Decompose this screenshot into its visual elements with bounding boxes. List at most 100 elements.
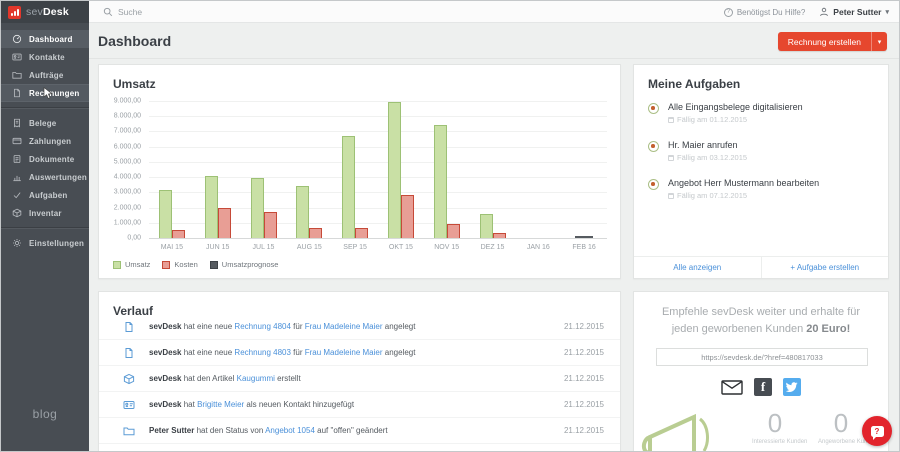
referral-url-field[interactable] xyxy=(656,348,868,366)
task-row[interactable]: Alle Eingangsbelege digitalisieren Fällig… xyxy=(634,97,888,135)
help-link[interactable]: ? Benötigst Du Hilfe? xyxy=(723,7,806,17)
create-task-link[interactable]: + Aufgabe erstellen xyxy=(760,257,889,278)
bar-umsatz-DEZ-15 xyxy=(479,213,493,238)
activity-link[interactable]: Frau Madeleine Maier xyxy=(304,348,383,357)
x-axis-tick: JUN 15 xyxy=(206,244,230,251)
y-axis-tick: 0,00 xyxy=(127,234,141,242)
y-axis-tick: 3.000,00 xyxy=(113,188,141,196)
payments-icon xyxy=(12,137,22,145)
x-axis-tick: DEZ 15 xyxy=(480,244,505,251)
bar-kosten-OKT-15 xyxy=(400,194,414,238)
bar-umsatz-NOV-15 xyxy=(433,124,447,238)
activity-row: sevDesk hat Brigitte Meier als neuen Kon… xyxy=(99,392,620,418)
gear-icon xyxy=(13,239,21,247)
bar-umsatz-SEP-15 xyxy=(342,136,356,238)
calendar-icon xyxy=(668,116,674,123)
tasks-card: Meine Aufgaben Alle Eingangsbelege digit… xyxy=(633,64,889,279)
legend-item-umsatz: Umsatz xyxy=(113,260,150,269)
x-axis-tick: JAN 16 xyxy=(526,244,550,251)
show-all-tasks-link[interactable]: Alle anzeigen xyxy=(673,263,722,272)
referral-card: Empfehle sevDesk weiter und erhalte für … xyxy=(633,291,889,451)
sidebar-blog-link[interactable]: blog xyxy=(32,407,58,421)
activity-link[interactable]: Rechnung 4803 xyxy=(234,348,291,357)
task-title: Hr. Maier anrufen xyxy=(668,140,738,150)
activity-date: 21.12.2015 xyxy=(563,400,604,409)
contacts-icon xyxy=(12,53,22,61)
email-share-icon[interactable] xyxy=(721,379,743,395)
bar-umsatz-JUL-15 xyxy=(250,177,264,238)
activity-row: Peter Sutter hat den Status von Angebot … xyxy=(99,418,620,444)
activity-date: 21.12.2015 xyxy=(563,348,604,357)
legend-swatch-icon xyxy=(209,260,218,269)
legend-swatch-icon xyxy=(162,260,171,269)
mouse-cursor-icon xyxy=(43,87,53,99)
activity-feed-card: Verlauf sevDesk hat eine neue Rechnung 4… xyxy=(98,291,621,451)
activity-text: sevDesk hat Brigitte Meier als neuen Kon… xyxy=(149,400,355,409)
activity-link[interactable]: Brigitte Meier xyxy=(197,400,245,409)
umsatzprognose-mark-FEB-16 xyxy=(575,235,594,238)
sidebar-item-inventar[interactable]: Inventar xyxy=(1,204,89,222)
task-title: Alle Eingangsbelege digitalisieren xyxy=(668,102,803,112)
bar-umsatz-OKT-15 xyxy=(387,101,401,238)
task-due-date: Fällig am 01.12.2015 xyxy=(668,115,803,124)
x-axis-tick: AUG 15 xyxy=(296,244,322,251)
task-due-date: Fällig am 07.12.2015 xyxy=(668,191,819,200)
revenue-chart-card: Umsatz 0,00 1.000,00 2.000,00 3.000,00 4.000… xyxy=(98,64,621,279)
bar-kosten-JUL-15 xyxy=(263,212,277,238)
idcard-icon xyxy=(123,400,135,409)
bar-kosten-SEP-15 xyxy=(355,228,369,238)
task-status-icon[interactable] xyxy=(648,141,659,152)
user-menu[interactable]: Peter Sutter ▾ xyxy=(819,7,889,17)
folder-icon xyxy=(12,72,22,79)
gridline xyxy=(149,207,607,209)
sidebar-item-dashboard[interactable]: Dashboard xyxy=(1,30,89,48)
top-bar: ? Benötigst Du Hilfe? Peter Sutter ▾ xyxy=(1,1,899,23)
create-invoice-caret-icon[interactable]: ▾ xyxy=(871,32,887,51)
sidebar-item-belege[interactable]: Belege xyxy=(1,114,89,132)
facebook-share-icon[interactable]: f xyxy=(754,378,772,396)
activity-link[interactable]: Kaugummi xyxy=(236,374,275,383)
chart-title: Umsatz xyxy=(113,77,156,91)
create-invoice-button[interactable]: Rechnung erstellen ▾ xyxy=(777,32,887,51)
bar-kosten-DEZ-15 xyxy=(492,232,506,238)
page-icon xyxy=(14,88,20,98)
sidebar-item-aufgaben[interactable]: Aufgaben xyxy=(1,186,89,204)
sidebar-item-dokumente[interactable]: Dokumente xyxy=(1,150,89,168)
sidebar-item-zahlungen[interactable]: Zahlungen xyxy=(1,132,89,150)
sidebar-item-einstellungen[interactable]: Einstellungen xyxy=(1,234,89,252)
chevron-down-icon: ▾ xyxy=(885,9,889,16)
y-axis-tick: 6.000,00 xyxy=(113,143,141,151)
page-title: Dashboard xyxy=(98,33,172,49)
logo-text: sevDesk xyxy=(26,6,69,18)
gridline xyxy=(149,131,607,133)
help-link-label: Benötigst Du Hilfe? xyxy=(736,7,806,17)
app-logo[interactable]: sevDesk xyxy=(1,1,89,23)
bar-umsatz-MAI-15 xyxy=(158,190,172,238)
gridline xyxy=(149,101,607,102)
search-input[interactable] xyxy=(118,7,338,17)
referral-social-buttons: f xyxy=(634,378,888,396)
task-status-icon[interactable] xyxy=(648,179,659,190)
referral-counter-recruited: 0 Angeworbene Kunden xyxy=(818,408,878,445)
activity-link[interactable]: Frau Madeleine Maier xyxy=(304,322,383,331)
task-row[interactable]: Hr. Maier anrufen Fällig am 03.12.2015 xyxy=(634,135,888,173)
sidebar-item-auftrge[interactable]: Aufträge xyxy=(1,66,89,84)
twitter-share-icon[interactable] xyxy=(783,378,801,396)
receipt-icon xyxy=(14,118,20,128)
support-chat-button[interactable]: ? xyxy=(862,416,892,446)
sidebar-item-auswertungen[interactable]: Auswertungen xyxy=(1,168,89,186)
activity-link[interactable]: Rechnung 4804 xyxy=(234,322,291,331)
x-axis-tick: JUL 15 xyxy=(252,244,275,251)
referral-text: Empfehle sevDesk weiter und erhalte für … xyxy=(661,306,861,335)
activity-date: 21.12.2015 xyxy=(563,374,604,383)
legend-item-umsatzprognose: Umsatzprognose xyxy=(209,260,278,269)
sidebar-item-kontakte[interactable]: Kontakte xyxy=(1,48,89,66)
bar-kosten-NOV-15 xyxy=(446,224,460,238)
gridline xyxy=(149,116,607,118)
task-status-icon[interactable] xyxy=(648,103,659,114)
x-axis-tick: MAI 15 xyxy=(160,244,183,251)
calendar-icon xyxy=(668,192,674,199)
activity-link[interactable]: Angebot 1054 xyxy=(265,426,315,435)
task-row[interactable]: Angebot Herr Mustermann bearbeiten Fällig… xyxy=(634,173,888,211)
